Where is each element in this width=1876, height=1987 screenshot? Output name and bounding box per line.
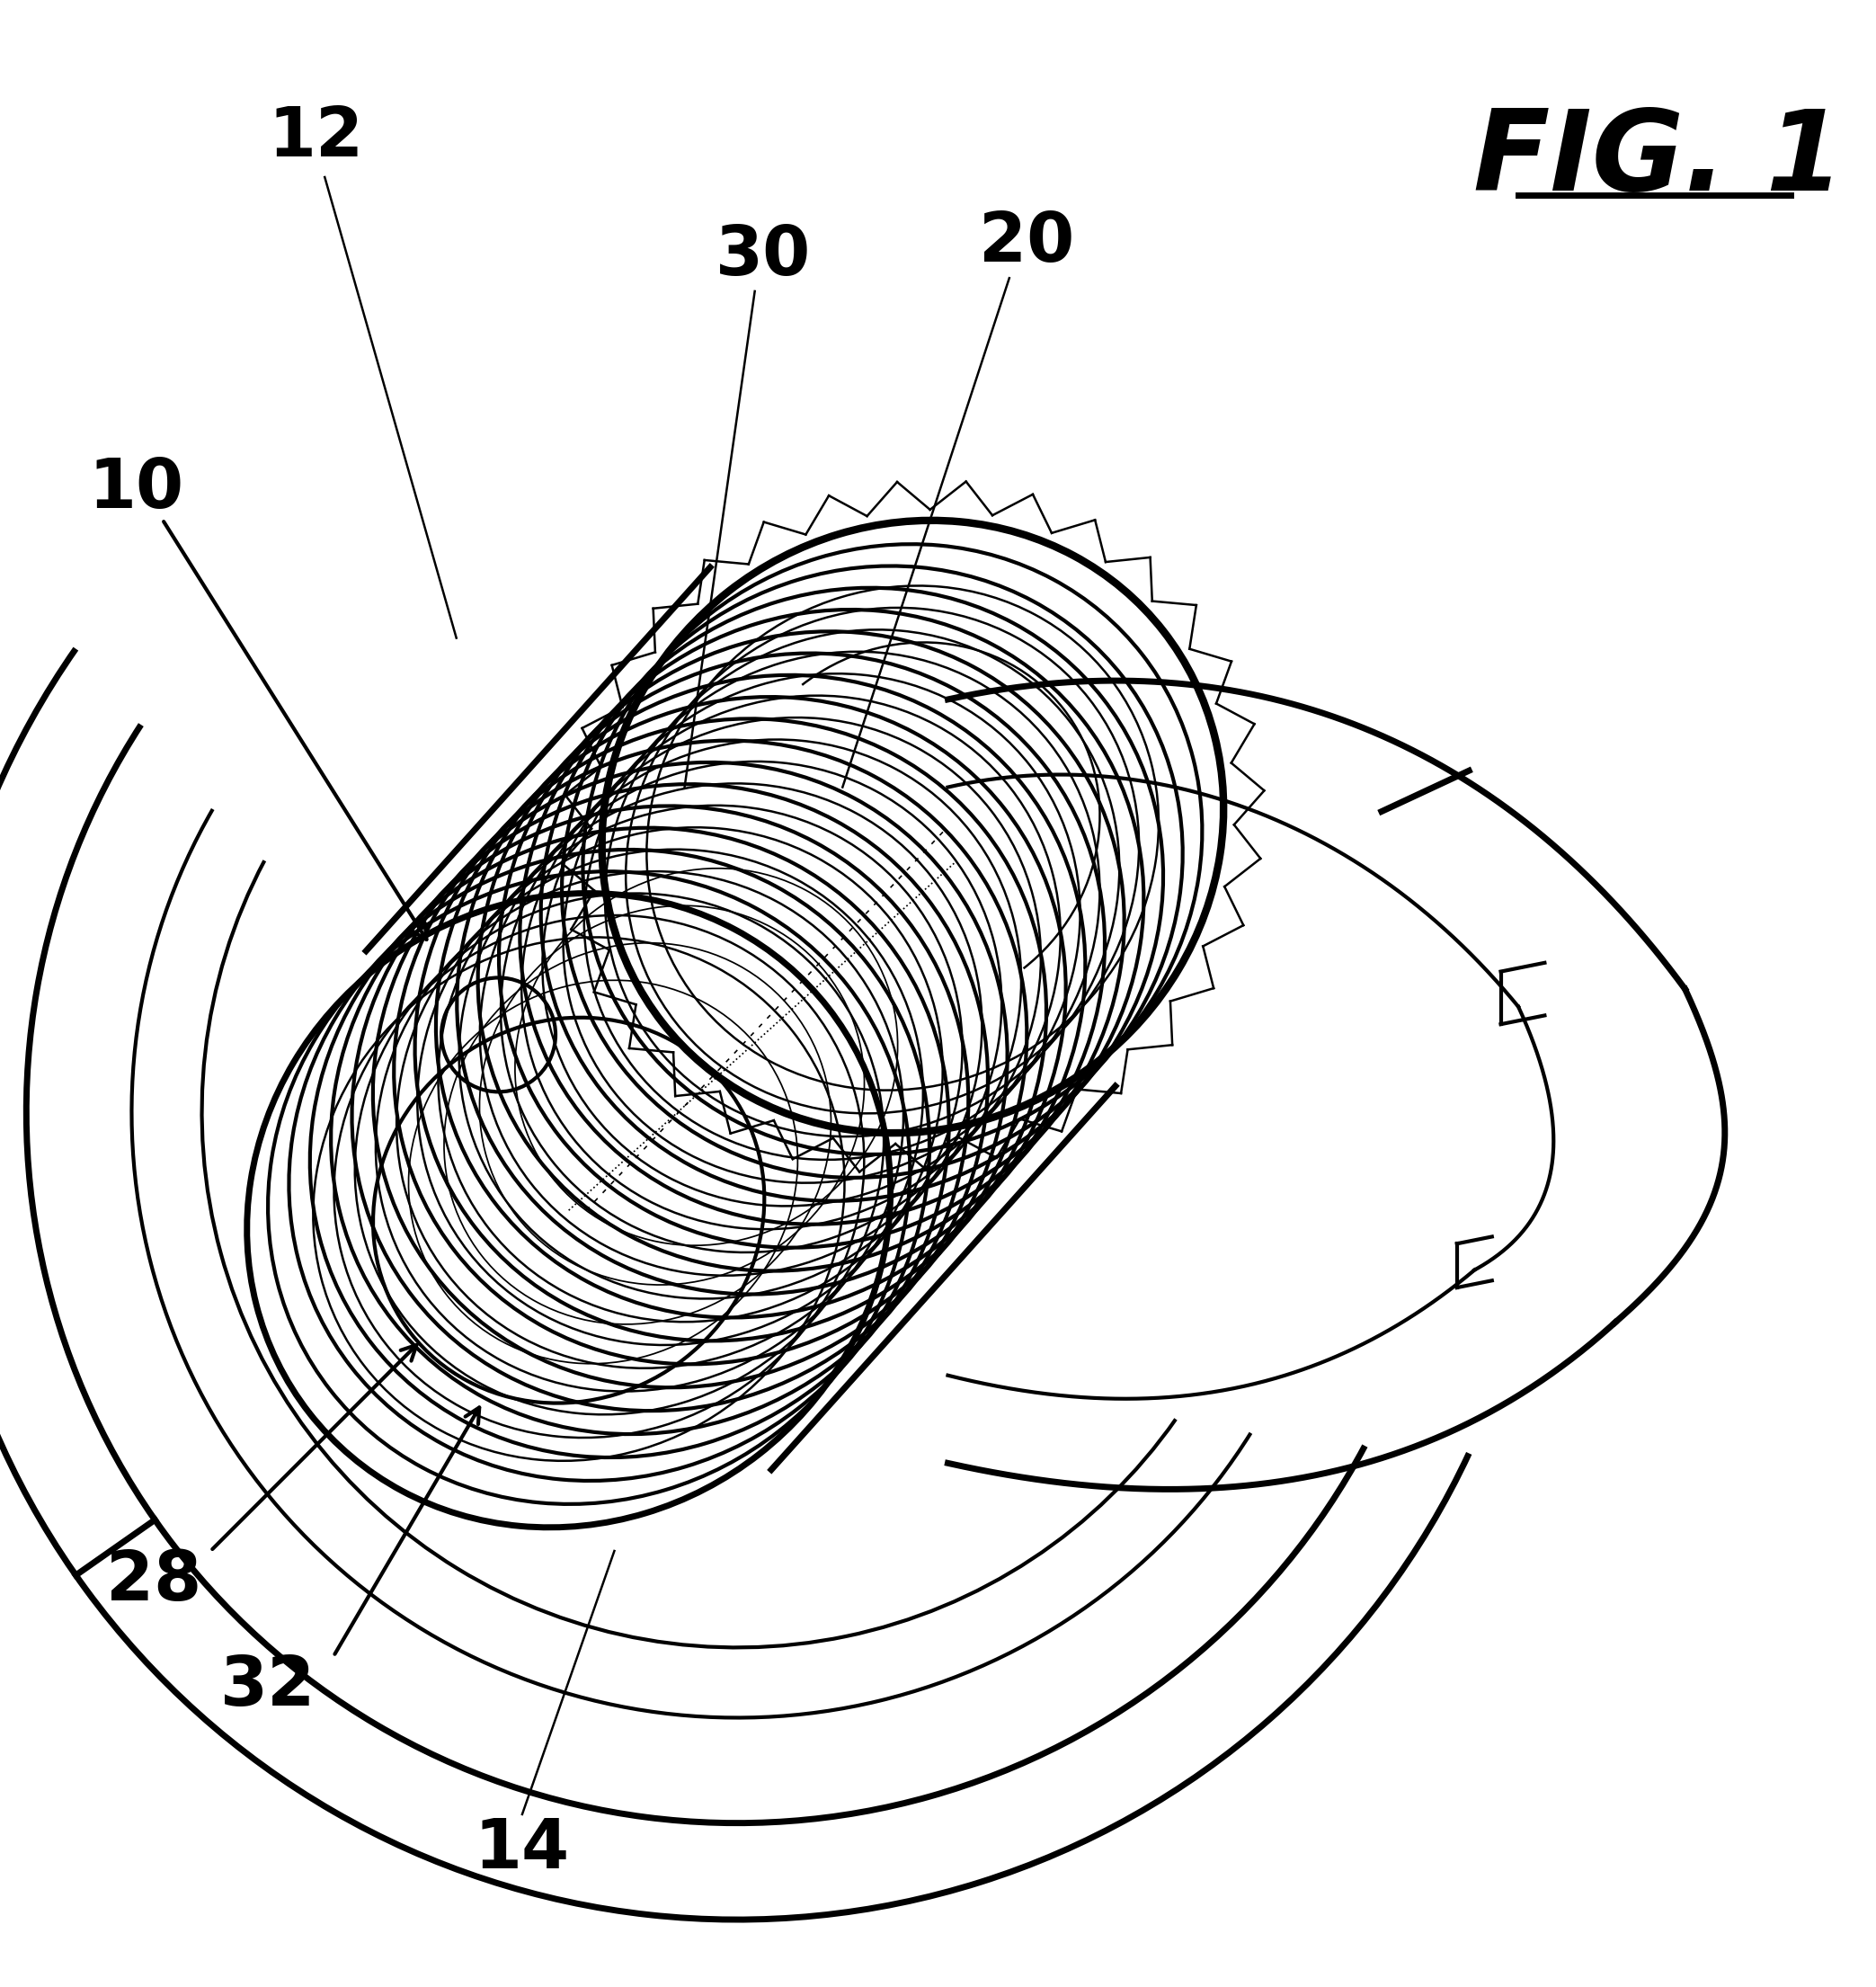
Text: 28: 28 xyxy=(105,1548,201,1615)
Text: 12: 12 xyxy=(268,105,364,171)
Text: FIG. 1: FIG. 1 xyxy=(1473,105,1844,215)
Text: 20: 20 xyxy=(979,211,1075,276)
Text: 10: 10 xyxy=(88,455,184,523)
Text: 14: 14 xyxy=(475,1816,570,1882)
Text: 32: 32 xyxy=(219,1653,315,1721)
Text: 30: 30 xyxy=(717,223,810,290)
